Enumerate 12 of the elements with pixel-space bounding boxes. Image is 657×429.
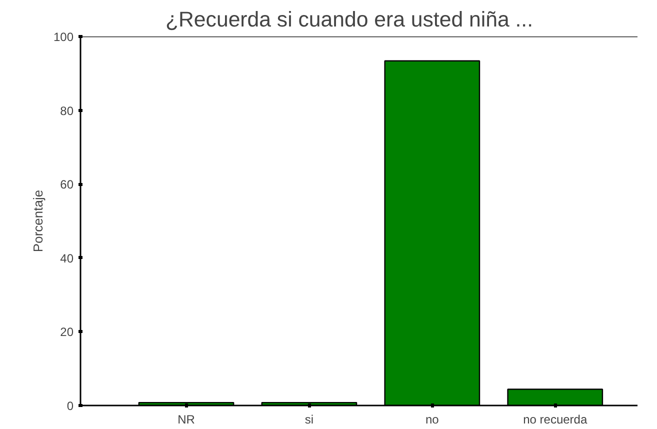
y-tick-label: 0 [66,399,74,413]
y-tick-label: 20 [60,325,74,340]
y-tick-label: 60 [60,178,74,192]
x-tick-label: no recuerda [523,412,588,426]
y-axis-title: Porcentaje [30,190,46,252]
y-tick-label: 80 [60,104,74,118]
x-tick-label: NR [178,412,196,426]
y-tick-label: 40 [60,251,74,266]
y-tick-label: 100 [53,30,74,44]
chart-title: ¿Recuerda si cuando era usted niña ... [166,8,534,32]
x-tick-label: si [304,412,314,426]
x-tick-label: no [425,412,440,426]
